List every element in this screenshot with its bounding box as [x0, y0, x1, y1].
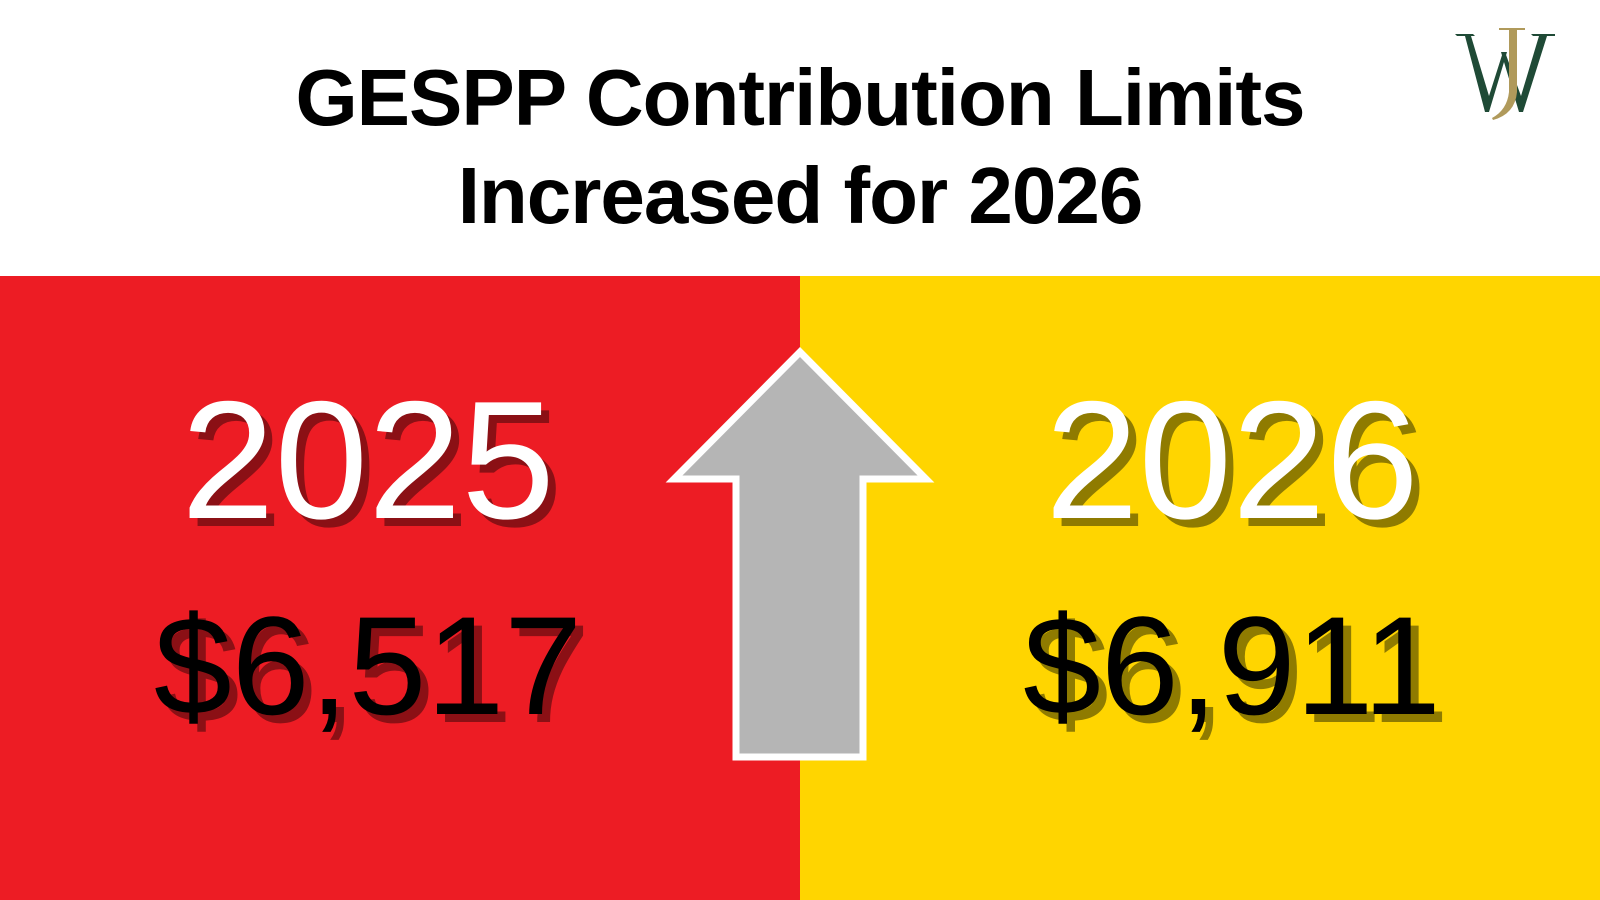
year-label: 2025: [181, 366, 555, 554]
panel-2025: 2025 $6,517: [0, 276, 800, 900]
contribution-amount: $6,911: [1023, 587, 1441, 744]
wj-logo: [1455, 28, 1555, 120]
title-line-1: GESPP Contribution Limits: [295, 53, 1305, 142]
header: GESPP Contribution Limits Increased for …: [0, 0, 1600, 276]
year-label: 2026: [1045, 366, 1419, 554]
panel-2026: 2026 $6,911: [800, 276, 1600, 900]
contribution-amount: $6,517: [153, 587, 583, 744]
title-line-2: Increased for 2026: [457, 151, 1144, 240]
